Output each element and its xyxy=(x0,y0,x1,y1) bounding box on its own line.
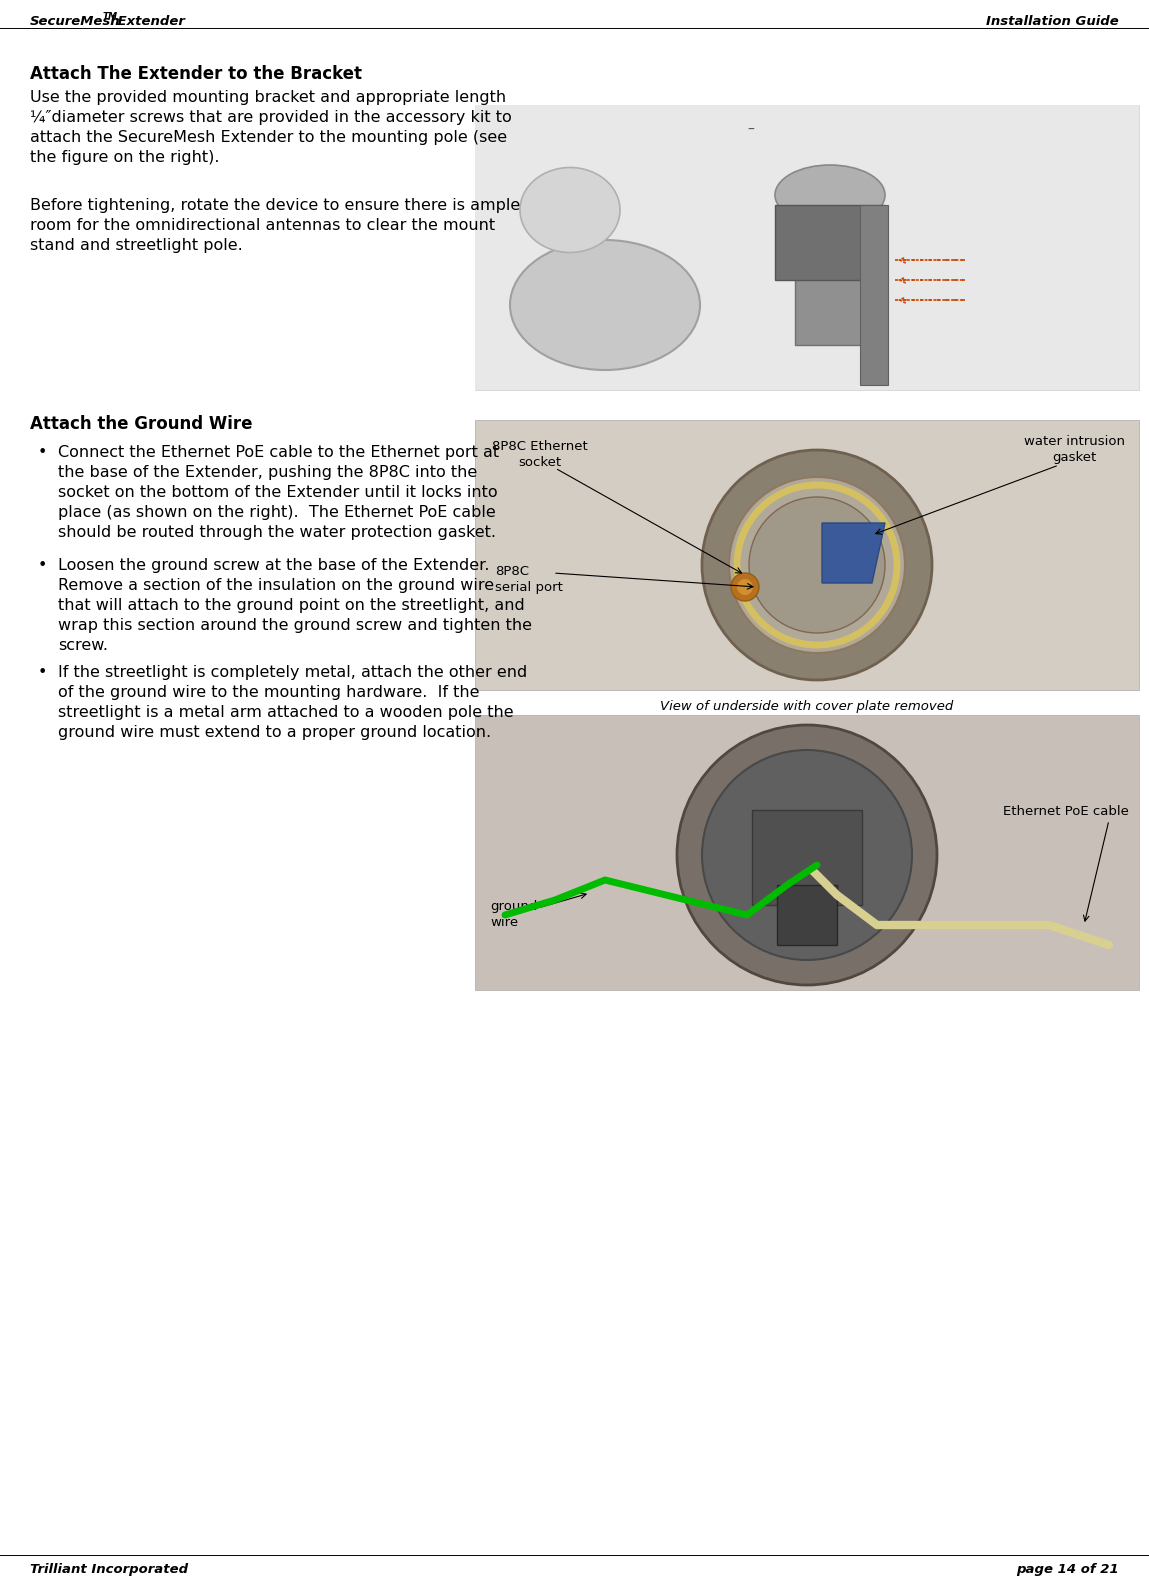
Text: attach the SecureMesh Extender to the mounting pole (see: attach the SecureMesh Extender to the mo… xyxy=(30,130,507,145)
Text: SecureMesh: SecureMesh xyxy=(30,14,121,28)
Text: room for the omnidirectional antennas to clear the mount: room for the omnidirectional antennas to… xyxy=(30,218,495,232)
Text: If the streetlight is completely metal, attach the other end: If the streetlight is completely metal, … xyxy=(57,666,527,680)
Bar xyxy=(475,104,1139,391)
Bar xyxy=(751,809,862,904)
Text: Extender: Extender xyxy=(113,14,185,28)
Bar xyxy=(774,206,885,280)
Text: Loosen the ground screw at the base of the Extender.: Loosen the ground screw at the base of t… xyxy=(57,558,489,572)
Circle shape xyxy=(702,451,932,680)
Circle shape xyxy=(728,477,905,653)
Circle shape xyxy=(731,572,759,601)
Text: Connect the Ethernet PoE cable to the Ethernet port at: Connect the Ethernet PoE cable to the Et… xyxy=(57,444,499,460)
Bar xyxy=(475,421,1139,689)
Text: should be routed through the water protection gasket.: should be routed through the water prote… xyxy=(57,525,496,541)
Text: socket on the bottom of the Extender until it locks into: socket on the bottom of the Extender unt… xyxy=(57,485,498,500)
Text: streetlight is a metal arm attached to a wooden pole the: streetlight is a metal arm attached to a… xyxy=(57,705,514,719)
Text: •: • xyxy=(38,666,47,680)
Text: Before tightening, rotate the device to ensure there is ample: Before tightening, rotate the device to … xyxy=(30,198,520,213)
Circle shape xyxy=(749,496,885,632)
Text: of the ground wire to the mounting hardware.  If the: of the ground wire to the mounting hardw… xyxy=(57,685,479,700)
Text: TM: TM xyxy=(103,13,118,21)
Text: ¼″diameter screws that are provided in the accessory kit to: ¼″diameter screws that are provided in t… xyxy=(30,111,511,125)
Text: wrap this section around the ground screw and tighten the: wrap this section around the ground scre… xyxy=(57,618,532,632)
Text: Use the provided mounting bracket and appropriate length: Use the provided mounting bracket and ap… xyxy=(30,90,506,104)
Bar xyxy=(859,206,888,386)
Text: •: • xyxy=(38,558,47,572)
Text: Installation Guide: Installation Guide xyxy=(986,14,1119,28)
Circle shape xyxy=(702,749,912,960)
Bar xyxy=(475,715,1139,990)
Text: Ethernet PoE cable: Ethernet PoE cable xyxy=(1003,805,1129,817)
Text: 8P8C
serial port: 8P8C serial port xyxy=(495,564,563,594)
Text: that will attach to the ground point on the streetlight, and: that will attach to the ground point on … xyxy=(57,598,525,613)
Text: –: – xyxy=(747,123,754,138)
Text: Attach The Extender to the Bracket: Attach The Extender to the Bracket xyxy=(30,65,362,82)
Text: place (as shown on the right).  The Ethernet PoE cable: place (as shown on the right). The Ether… xyxy=(57,504,495,520)
Bar xyxy=(795,185,865,345)
Text: water intrusion
gasket: water intrusion gasket xyxy=(1024,435,1125,463)
Text: 8P8C Ethernet
socket: 8P8C Ethernet socket xyxy=(492,440,588,470)
Text: ground
wire: ground wire xyxy=(489,900,538,930)
Text: the base of the Extender, pushing the 8P8C into the: the base of the Extender, pushing the 8P… xyxy=(57,465,477,481)
Circle shape xyxy=(737,579,753,594)
Text: screw.: screw. xyxy=(57,639,108,653)
Polygon shape xyxy=(822,523,885,583)
Text: ground wire must extend to a proper ground location.: ground wire must extend to a proper grou… xyxy=(57,726,491,740)
Text: stand and streetlight pole.: stand and streetlight pole. xyxy=(30,239,242,253)
Text: Trilliant Incorporated: Trilliant Incorporated xyxy=(30,1564,188,1576)
Bar xyxy=(475,104,1139,391)
Text: •: • xyxy=(38,444,47,460)
Text: Attach the Ground Wire: Attach the Ground Wire xyxy=(30,414,253,433)
Ellipse shape xyxy=(510,240,700,370)
Ellipse shape xyxy=(520,168,620,253)
Ellipse shape xyxy=(774,164,885,225)
Text: View of underside with cover plate removed: View of underside with cover plate remov… xyxy=(661,700,954,713)
Circle shape xyxy=(677,726,936,985)
Bar xyxy=(777,885,836,945)
Text: page 14 of 21: page 14 of 21 xyxy=(1016,1564,1119,1576)
Text: Remove a section of the insulation on the ground wire: Remove a section of the insulation on th… xyxy=(57,579,494,593)
Text: the figure on the right).: the figure on the right). xyxy=(30,150,219,164)
